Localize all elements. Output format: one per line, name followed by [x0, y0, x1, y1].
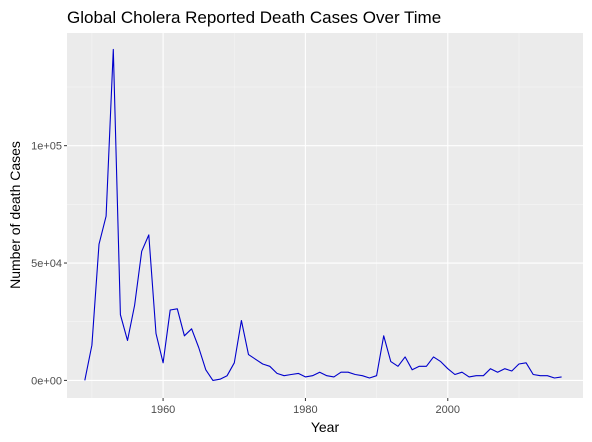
x-tick-label: 2000: [436, 404, 460, 416]
x-tick-label: 1960: [151, 404, 175, 416]
plot-panel: [67, 33, 583, 398]
y-tick-label: 0e+00: [31, 375, 62, 387]
series-layer: [84, 48, 562, 381]
x-axis-title: Year: [311, 419, 340, 435]
y-axis-title: Number of death Cases: [7, 141, 23, 289]
chart-title: Global Cholera Reported Death Cases Over…: [67, 8, 441, 27]
y-tick-label: 1e+05: [31, 141, 62, 153]
major-gridlines: [67, 33, 583, 398]
minor-gridlines: [67, 33, 583, 398]
y-tick-label: 5e+04: [31, 258, 62, 270]
series-line-0: [84, 48, 562, 381]
x-tick-label: 1980: [293, 404, 317, 416]
x-axis-ticks: 1960 1980 2000: [151, 398, 460, 416]
y-axis-ticks: 0e+00 5e+04 1e+05: [31, 141, 67, 387]
